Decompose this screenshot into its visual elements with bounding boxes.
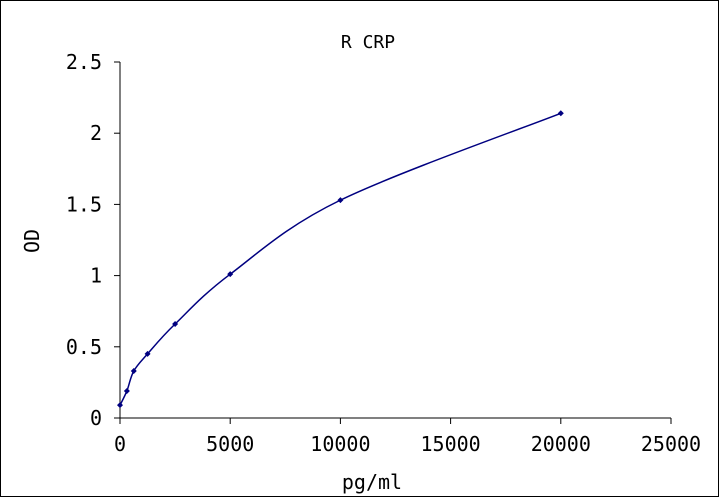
data-point <box>144 350 151 357</box>
x-tick-label: 25000 <box>641 432 701 456</box>
y-tick-label: 1 <box>90 264 102 288</box>
x-tick-label: 5000 <box>206 432 254 456</box>
y-tick-label: 0 <box>90 406 102 430</box>
data-point <box>130 368 137 375</box>
data-point <box>337 197 344 204</box>
y-axis-title: OD <box>20 229 44 253</box>
y-tick-label: 2 <box>90 121 102 145</box>
x-tick-label: 0 <box>114 432 126 456</box>
x-tick-label: 15000 <box>420 432 480 456</box>
series-line <box>119 112 562 406</box>
series-points <box>117 110 564 409</box>
y-tick-label: 2.5 <box>66 50 102 74</box>
data-point <box>227 271 234 278</box>
x-tick-label: 10000 <box>310 432 370 456</box>
y-tick-label: 0.5 <box>66 335 102 359</box>
data-point <box>123 387 130 394</box>
x-axis-title: pg/ml <box>342 470 402 494</box>
data-point <box>172 321 179 328</box>
data-point <box>557 110 564 117</box>
y-tick-label: 1.5 <box>66 192 102 216</box>
x-tick-label: 20000 <box>531 432 591 456</box>
data-point <box>117 402 123 409</box>
chart-title: R CRP <box>341 32 395 53</box>
x-ticks: 0 5000 10000 15000 20000 25000 <box>114 418 701 456</box>
y-ticks: 0 0.5 1 1.5 2 2.5 <box>66 50 120 430</box>
